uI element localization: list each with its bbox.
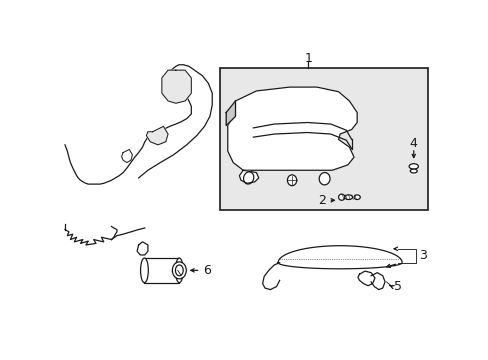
Bar: [220, 68, 427, 210]
Polygon shape: [226, 101, 235, 126]
Ellipse shape: [353, 195, 360, 199]
Polygon shape: [227, 87, 356, 170]
Polygon shape: [239, 170, 258, 183]
Ellipse shape: [408, 164, 418, 169]
Polygon shape: [65, 65, 212, 184]
Polygon shape: [357, 271, 374, 286]
Ellipse shape: [175, 258, 183, 283]
Ellipse shape: [140, 258, 148, 283]
Polygon shape: [370, 273, 384, 289]
Bar: [144, 258, 179, 283]
Polygon shape: [146, 126, 168, 145]
Ellipse shape: [409, 169, 416, 173]
Ellipse shape: [344, 195, 352, 199]
Polygon shape: [137, 242, 148, 255]
Text: 6: 6: [203, 264, 210, 277]
Text: 4: 4: [409, 137, 417, 150]
Ellipse shape: [175, 265, 183, 276]
Ellipse shape: [287, 175, 296, 186]
Text: 7: 7: [143, 264, 152, 277]
Text: 5: 5: [393, 280, 402, 293]
Polygon shape: [162, 70, 191, 103]
Text: 3: 3: [418, 249, 426, 262]
Text: 2: 2: [318, 194, 325, 207]
Ellipse shape: [243, 172, 253, 184]
Text: 1: 1: [304, 52, 312, 65]
Polygon shape: [278, 246, 401, 269]
Ellipse shape: [172, 262, 186, 279]
Ellipse shape: [338, 194, 344, 200]
Ellipse shape: [319, 172, 329, 185]
